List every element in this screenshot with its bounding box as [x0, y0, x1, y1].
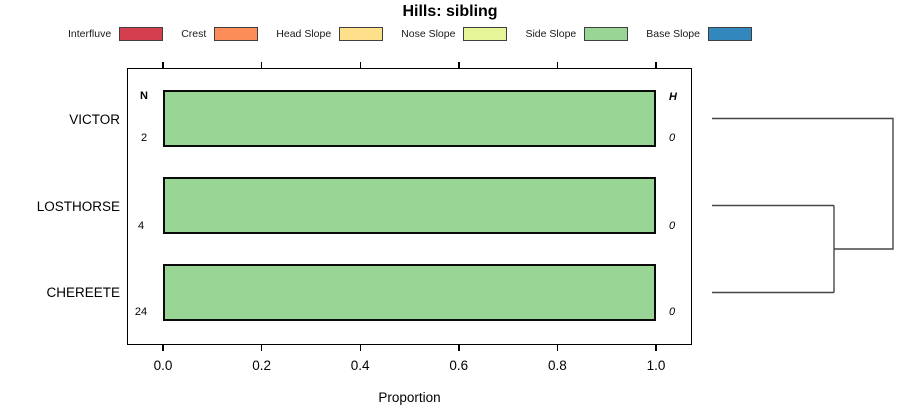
x-tick-top [359, 62, 361, 68]
h-value-victor: 0 [668, 132, 676, 144]
x-tick-label: 0.8 [548, 358, 567, 373]
x-tick-bottom [458, 345, 460, 351]
bar-losthorse [163, 177, 656, 234]
bar-segment-side-slope [163, 90, 656, 147]
head-slope-swatch-icon [339, 27, 384, 41]
x-tick-bottom [359, 345, 361, 351]
bar-victor [163, 90, 656, 147]
legend-item-nose-slope: Nose Slope [401, 27, 508, 41]
n-value-chereete: 24 [134, 306, 148, 318]
bar-segment-side-slope [163, 177, 656, 234]
legend-label: Side Slope [525, 28, 577, 40]
y-axis-label-victor: VICTOR [69, 112, 120, 127]
legend-item-head-slope: Head Slope [276, 27, 384, 41]
x-tick-label: 0.2 [252, 358, 271, 373]
x-tick-top [655, 62, 657, 68]
base-slope-swatch-icon [707, 27, 752, 41]
x-axis-title: Proportion [378, 390, 441, 405]
legend-item-interfluve: Interfluve [68, 27, 164, 41]
dendrogram-lines [712, 117, 894, 294]
x-tick-label: 0.6 [449, 358, 469, 373]
x-tick-top [458, 62, 460, 68]
side-slope-swatch-icon [584, 27, 629, 41]
n-column-header: N [140, 90, 148, 102]
legend-label: Interfluve [68, 28, 112, 40]
legend-label: Nose Slope [401, 28, 456, 40]
x-tick-top [162, 62, 164, 68]
x-tick-top [556, 62, 559, 68]
legend-item-side-slope: Side Slope [525, 27, 629, 41]
x-tick-bottom [260, 345, 263, 351]
bar-chereete [163, 264, 656, 321]
x-tick-bottom [556, 345, 559, 351]
legend-item-crest: Crest [181, 27, 259, 41]
legend-label: Base Slope [646, 28, 700, 40]
n-value-losthorse: 4 [137, 220, 145, 232]
x-tick-label: 1.0 [646, 358, 666, 373]
y-axis-label-losthorse: LOSTHORSE [36, 199, 120, 214]
crest-swatch-icon [214, 27, 259, 41]
bar-segment-side-slope [163, 264, 656, 321]
legend-label: Crest [181, 28, 207, 40]
n-value-victor: 2 [140, 132, 148, 144]
x-tick-label: 0.4 [350, 358, 370, 373]
h-value-chereete: 0 [668, 306, 676, 318]
chart-title: Hills: sibling [402, 3, 498, 20]
y-axis-label-chereete: CHEREETE [46, 285, 120, 300]
x-tick-top [260, 62, 263, 68]
h-column-header: H [669, 91, 677, 103]
interfluve-swatch-icon [119, 27, 164, 41]
legend: Interfluve Crest Head Slope Nose Slope S… [68, 27, 752, 41]
legend-item-base-slope: Base Slope [646, 27, 752, 41]
h-value-losthorse: 0 [668, 220, 676, 232]
x-tick-bottom [655, 345, 657, 351]
nose-slope-swatch-icon [463, 27, 508, 41]
x-tick-bottom [162, 345, 164, 351]
legend-label: Head Slope [276, 28, 332, 40]
x-tick-label: 0.0 [153, 358, 173, 373]
